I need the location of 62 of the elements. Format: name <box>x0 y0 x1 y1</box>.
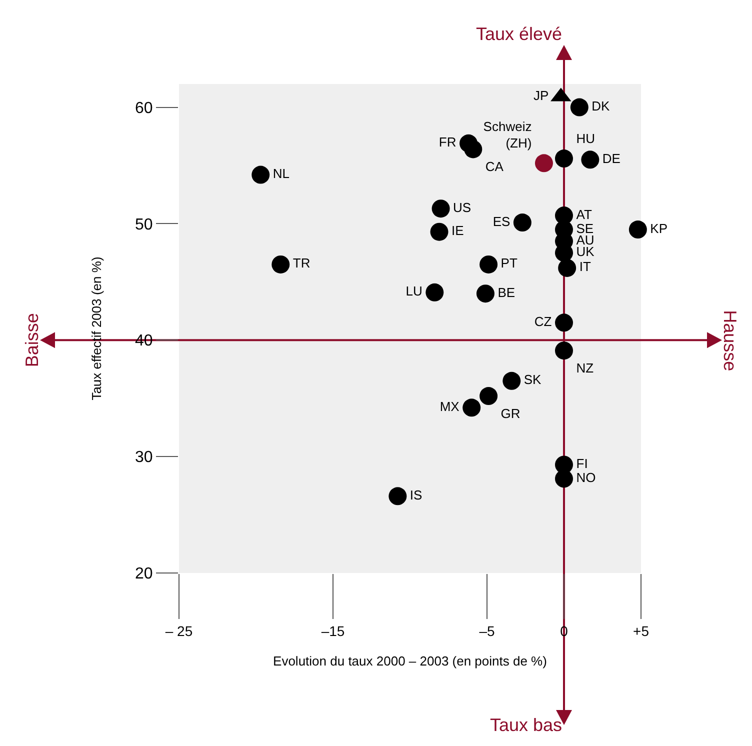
series-label: Schweiz (ZH) <box>483 118 532 151</box>
data-label: ES <box>492 214 510 229</box>
x-tick-label: – 25 <box>165 622 193 639</box>
point <box>480 387 498 406</box>
data-label: NO <box>576 470 596 485</box>
point <box>476 284 494 303</box>
point <box>581 150 600 169</box>
point <box>464 140 482 158</box>
data-label: SK <box>524 372 542 388</box>
data-label: DK <box>592 98 610 114</box>
x-tick-label: –5 <box>479 622 495 639</box>
x-tick-label: –15 <box>321 622 345 639</box>
data-label: PT <box>500 256 518 271</box>
data-label: TR <box>292 256 310 271</box>
data-label: AT <box>576 206 592 222</box>
point <box>272 255 290 274</box>
y-axis-title: Taux effectif 2003 (en %) <box>88 256 104 400</box>
data-label: FR <box>438 134 456 150</box>
point <box>430 222 448 241</box>
data-label: US <box>453 200 472 215</box>
data-label: JP <box>534 88 549 104</box>
y-tick-label: 50 <box>135 216 153 234</box>
point <box>432 200 450 218</box>
point <box>555 150 573 168</box>
y-tick-label: 20 <box>135 566 153 583</box>
data-label: BE <box>498 284 516 300</box>
data-label: GR <box>500 406 520 422</box>
text: Taux bas <box>490 715 562 735</box>
y-tick-label: 60 <box>135 100 153 117</box>
data-label: KP <box>650 220 668 236</box>
text: Taux élevé <box>476 24 562 44</box>
x-axis-title: Evolution du taux 2000 – 2003 (en points de %) <box>273 653 547 668</box>
point <box>426 283 444 302</box>
point <box>534 154 553 172</box>
data-label: IS <box>410 487 423 502</box>
y-tick-label: 30 <box>135 449 153 466</box>
data-label: FI <box>576 456 588 471</box>
text: Hausse <box>720 310 740 372</box>
point <box>502 372 521 390</box>
data-label: MX <box>440 398 460 414</box>
point <box>252 166 270 184</box>
point <box>388 487 407 506</box>
data-label: CZ <box>534 314 552 329</box>
data-label: NL <box>272 166 290 182</box>
point <box>555 470 573 488</box>
point <box>480 255 498 274</box>
data-label: HU <box>576 131 596 146</box>
text: Baisse <box>22 313 42 368</box>
point <box>628 220 647 239</box>
point <box>462 398 481 417</box>
point <box>570 98 588 116</box>
data-label: NZ <box>576 360 594 376</box>
point <box>513 214 532 232</box>
point <box>555 314 573 332</box>
data-label: IE <box>452 223 464 238</box>
data-label: CA <box>485 159 504 174</box>
data-label: DE <box>602 150 621 166</box>
point <box>555 342 573 360</box>
data-label: IT <box>579 259 591 274</box>
x-tick-label: +5 <box>633 622 650 639</box>
data-label: LU <box>406 284 422 299</box>
point <box>558 258 576 277</box>
